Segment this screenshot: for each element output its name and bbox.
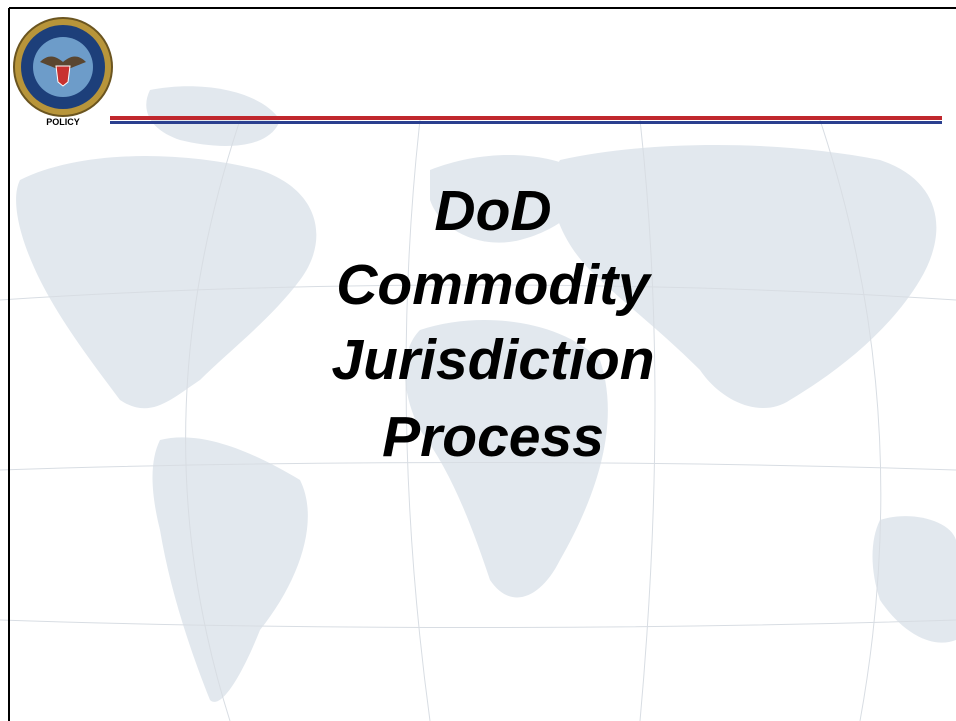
title-line: Jurisdiction [331, 328, 654, 392]
title-line: DoD [434, 179, 551, 243]
header-rule-blue [110, 121, 942, 124]
seal-label: POLICY [46, 117, 80, 127]
meridians [0, 119, 956, 721]
title-line: Process [382, 405, 604, 469]
header-rule-red [110, 116, 942, 120]
world-map [16, 86, 956, 702]
title-line: Commodity [336, 253, 653, 317]
seal [13, 17, 113, 117]
